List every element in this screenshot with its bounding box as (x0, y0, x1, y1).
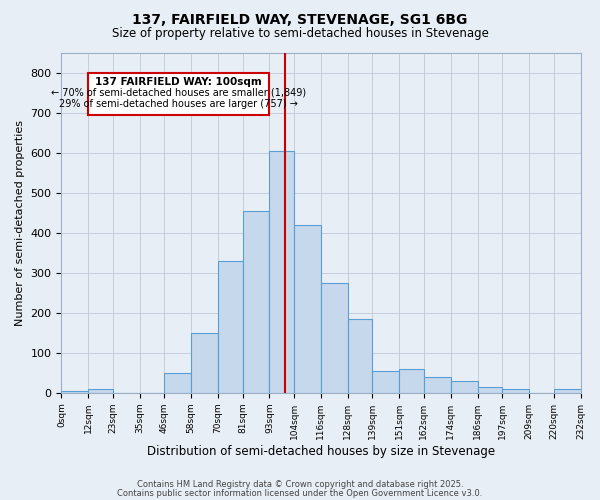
Bar (554, 389, 581, 393)
Text: 137, FAIRFIELD WAY, STEVENAGE, SG1 6BG: 137, FAIRFIELD WAY, STEVENAGE, SG1 6BG (133, 12, 467, 26)
Bar (321, 282, 348, 393)
Bar (294, 224, 321, 393)
Text: Contains public sector information licensed under the Open Government Licence v3: Contains public sector information licen… (118, 488, 482, 498)
Text: 137 FAIRFIELD WAY: 100sqm: 137 FAIRFIELD WAY: 100sqm (95, 77, 262, 87)
Bar (218, 260, 242, 393)
Bar (88, 72, 269, 114)
Text: 29% of semi-detached houses are larger (757) →: 29% of semi-detached houses are larger (… (59, 100, 298, 110)
Bar (164, 373, 191, 393)
Bar (269, 150, 294, 393)
Bar (478, 387, 502, 393)
Bar (373, 371, 399, 393)
Bar (451, 381, 478, 393)
Text: Contains HM Land Registry data © Crown copyright and database right 2025.: Contains HM Land Registry data © Crown c… (137, 480, 463, 489)
Text: ← 70% of semi-detached houses are smaller (1,849): ← 70% of semi-detached houses are smalle… (52, 88, 307, 98)
X-axis label: Distribution of semi-detached houses by size in Stevenage: Distribution of semi-detached houses by … (147, 444, 495, 458)
Bar (191, 333, 218, 393)
Bar (502, 389, 529, 393)
Y-axis label: Number of semi-detached properties: Number of semi-detached properties (15, 120, 25, 326)
Text: Size of property relative to semi-detached houses in Stevenage: Size of property relative to semi-detach… (112, 28, 488, 40)
Bar (399, 369, 424, 393)
Bar (424, 377, 451, 393)
Bar (348, 319, 373, 393)
Bar (88, 389, 113, 393)
Bar (242, 210, 269, 393)
Bar (61, 391, 88, 393)
